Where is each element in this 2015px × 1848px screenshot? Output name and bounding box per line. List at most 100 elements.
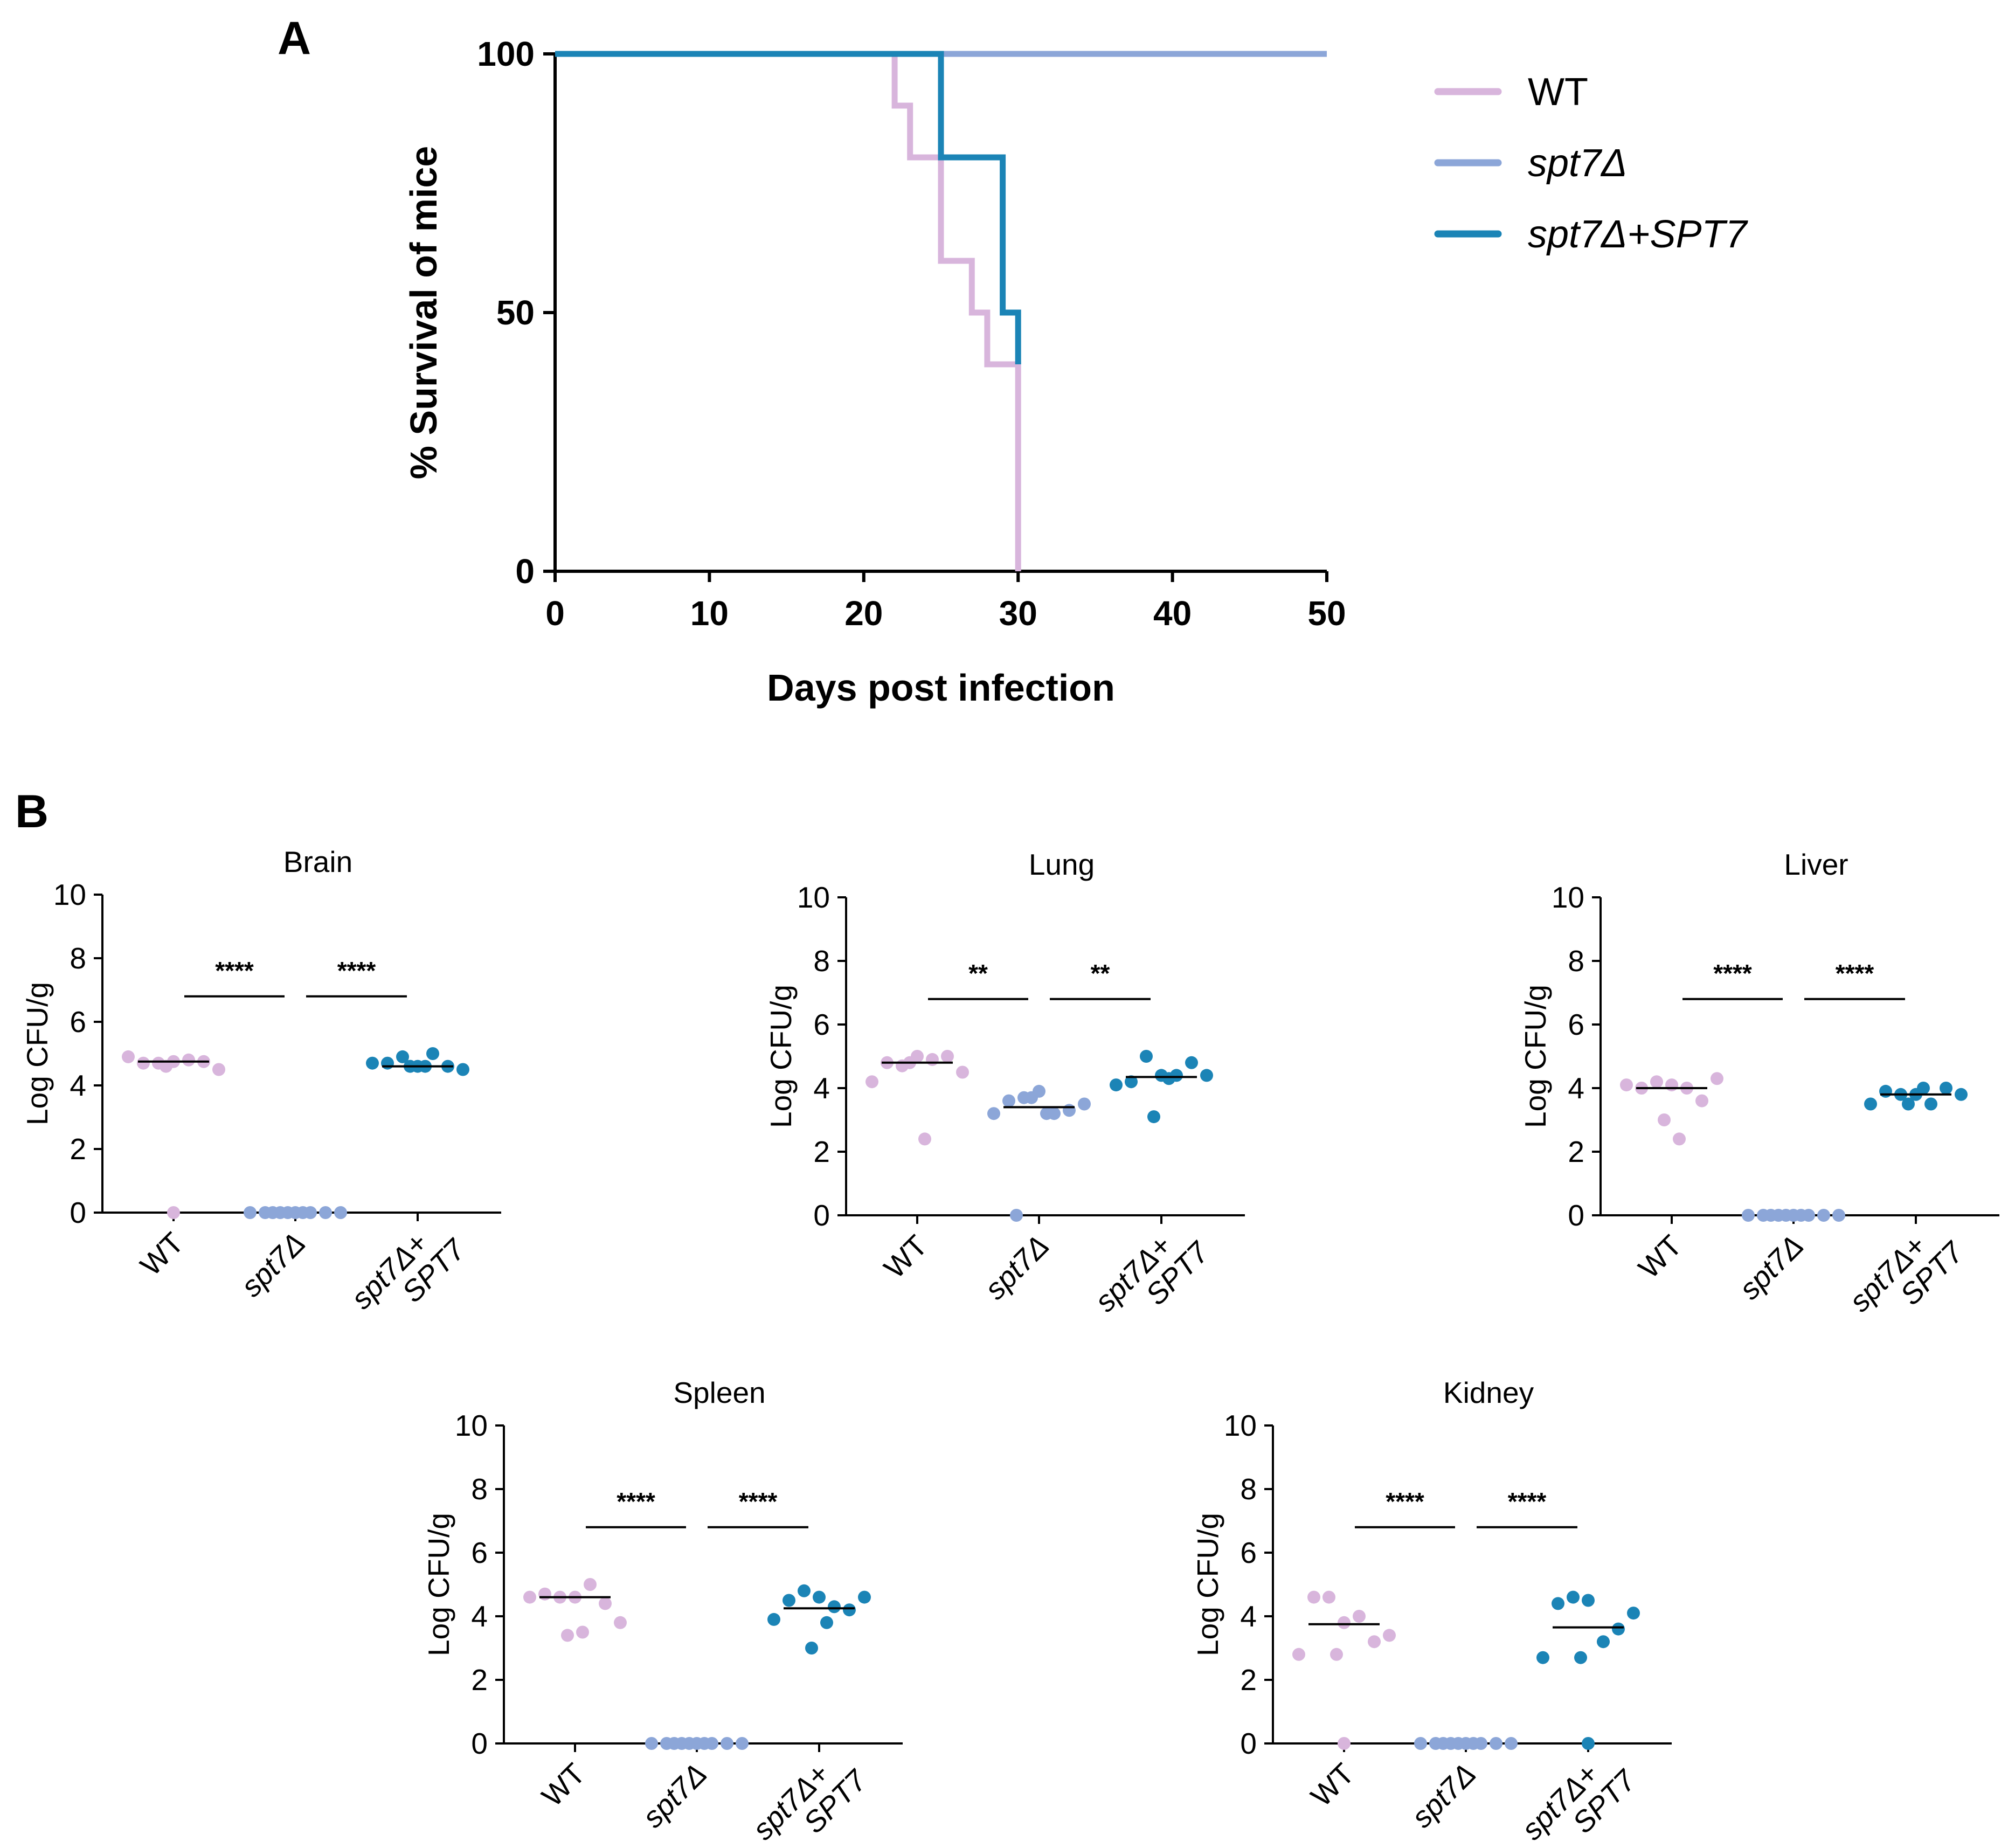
spleen-point-wt: [538, 1587, 551, 1601]
kidney-point-spt7: [1437, 1737, 1450, 1750]
lung-point-spt7: [1002, 1094, 1015, 1108]
spleen-point-comp: [783, 1594, 795, 1607]
liver-point-comp: [1917, 1082, 1930, 1095]
survival-line-comp: [555, 51, 1021, 364]
survival-y-tick-label: 50: [496, 293, 535, 332]
liver-point-comp: [1940, 1082, 1952, 1095]
lung-y-tick-label: 0: [813, 1199, 830, 1232]
liver-y-tick-label: 4: [1568, 1071, 1584, 1105]
legend-label-comp: spt7Δ+SPT7: [1528, 213, 1748, 256]
lung-point-spt7: [1063, 1104, 1076, 1117]
brain-category-label: spt7Δ: [234, 1226, 311, 1303]
liver-point-wt: [1650, 1075, 1663, 1089]
kidney-point-spt7: [1452, 1737, 1465, 1750]
liver-point-wt: [1673, 1132, 1686, 1146]
survival-legend: WT spt7Δ spt7Δ+SPT7: [1434, 71, 1748, 256]
kidney-significance-label: ****: [1386, 1487, 1424, 1515]
lung-point-comp: [1125, 1075, 1138, 1089]
brain-x-tick-label: spt7Δ+SPT7: [344, 1210, 472, 1338]
liver-point-comp: [1864, 1097, 1877, 1111]
lung-point-wt: [918, 1132, 931, 1146]
brain-x-tick-label: WT: [134, 1226, 190, 1282]
liver-point-wt: [1665, 1078, 1678, 1092]
spleen-point-wt: [523, 1590, 536, 1604]
liver-point-spt7: [1742, 1209, 1755, 1222]
spleen-point-comp: [820, 1616, 833, 1629]
brain-point-wt: [160, 1060, 172, 1073]
spleen-y-tick-label: 0: [471, 1727, 488, 1760]
brain-y-tick-label: 8: [70, 942, 86, 975]
kidney-panel: Kidney 0 2 4 6 8 10 Log CFU/g WT spt7Δ spt7Δ+SPT7 *…: [1191, 1376, 1672, 1846]
liver-significance-label: ****: [1836, 959, 1874, 987]
kidney-point-comp: [1582, 1594, 1595, 1607]
lung-point-comp: [1147, 1110, 1160, 1124]
kidney-point-wt: [1338, 1737, 1351, 1750]
spleen-y-tick-label: 4: [471, 1600, 488, 1633]
survival-y-tick-label: 100: [477, 34, 535, 73]
liver-x-tick-label: spt7Δ+SPT7: [1843, 1213, 1970, 1340]
kidney-y-tick-label: 0: [1240, 1727, 1257, 1760]
kidney-point-wt: [1368, 1635, 1381, 1649]
legend-label-italic: spt7Δ+SPT7: [1528, 213, 1748, 256]
liver-y-tick-label: 2: [1568, 1135, 1584, 1168]
brain-point-comp: [381, 1056, 394, 1070]
survival-x-tick-label: 50: [1307, 594, 1346, 633]
kidney-point-spt7: [1490, 1737, 1502, 1750]
brain-significance-label: ****: [215, 957, 254, 985]
kidney-point-wt: [1353, 1610, 1366, 1623]
spleen-x-tick-label: WT: [535, 1757, 591, 1813]
lung-point-comp: [1200, 1069, 1213, 1082]
lung-point-spt7: [987, 1107, 1000, 1120]
liver-point-wt: [1695, 1094, 1708, 1108]
brain-y-tick-label: 6: [70, 1005, 86, 1039]
spleen-point-comp: [828, 1600, 841, 1614]
liver-y-tick-label: 6: [1568, 1008, 1584, 1041]
lung-point-comp: [1110, 1078, 1123, 1092]
liver-point-spt7: [1832, 1209, 1845, 1222]
spleen-point-wt: [614, 1616, 627, 1629]
kidney-y-tick-label: 10: [1224, 1409, 1257, 1442]
brain-point-wt: [212, 1063, 225, 1076]
spleen-significance-label: ****: [739, 1487, 778, 1515]
liver-point-spt7: [1764, 1209, 1777, 1222]
lung-x-tick-label: spt7Δ: [978, 1229, 1055, 1306]
lung-point-comp: [1185, 1056, 1198, 1069]
kidney-point-comp: [1597, 1635, 1610, 1649]
liver-point-comp: [1955, 1088, 1968, 1101]
spleen-x-tick-label: spt7Δ+SPT7: [746, 1741, 874, 1848]
lung-x-tick-label: spt7Δ+SPT7: [1088, 1213, 1216, 1340]
spleen-point-wt: [561, 1629, 574, 1642]
liver-point-wt: [1658, 1113, 1671, 1126]
survival-x-axis-label: Days post infection: [767, 667, 1115, 709]
spleen-point-comp: [843, 1603, 856, 1617]
lung-point-spt7: [1040, 1107, 1053, 1120]
kidney-point-comp: [1627, 1607, 1640, 1620]
spleen-category-label: WT: [535, 1757, 591, 1813]
spleen-point-spt7: [721, 1737, 733, 1750]
spleen-y-tick-label: 8: [471, 1472, 488, 1506]
brain-title: Brain: [283, 845, 352, 878]
survival-x-tick-label: 40: [1153, 594, 1192, 633]
lung-point-wt: [926, 1053, 939, 1066]
brain-y-axis-label: Log CFU/g: [20, 982, 54, 1125]
lung-x-tick-label: WT: [877, 1229, 933, 1285]
spleen-point-comp: [813, 1590, 826, 1604]
lung-point-spt7: [1078, 1097, 1091, 1111]
kidney-y-tick-label: 8: [1240, 1472, 1257, 1506]
spleen-point-spt7: [698, 1737, 711, 1750]
liver-y-tick-label: 8: [1568, 944, 1584, 978]
liver-point-spt7: [1817, 1209, 1830, 1222]
spleen-point-spt7: [668, 1737, 681, 1750]
liver-point-wt: [1620, 1078, 1633, 1092]
kidney-point-spt7: [1505, 1737, 1518, 1750]
brain-category-label: WT: [134, 1226, 190, 1282]
spleen-point-spt7: [645, 1737, 658, 1750]
kidney-y-tick-label: 4: [1240, 1600, 1257, 1633]
lung-point-wt: [865, 1075, 878, 1089]
liver-point-comp: [1879, 1084, 1892, 1098]
kidney-point-comp: [1567, 1590, 1580, 1604]
spleen-point-comp: [805, 1642, 818, 1655]
brain-point-spt7: [281, 1206, 294, 1219]
brain-point-spt7: [334, 1206, 347, 1219]
kidney-x-tick-label: spt7Δ: [1405, 1757, 1482, 1834]
